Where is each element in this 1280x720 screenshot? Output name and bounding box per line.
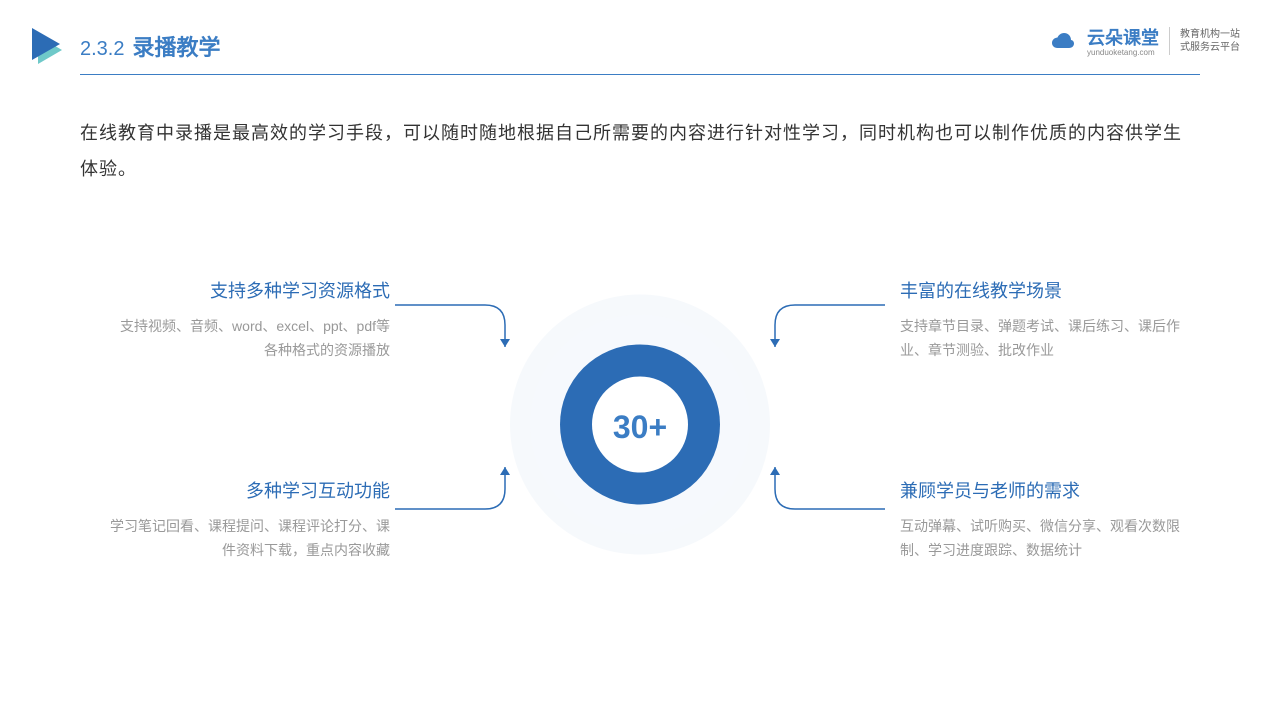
slide-header: 2.3.2 录播教学 云朵课堂 yunduoketang.com 教育机构一站 …	[0, 0, 1280, 75]
play-icon	[32, 28, 72, 77]
feature-desc: 支持章节目录、弹题考试、课后练习、课后作业、章节测验、批改作业	[900, 315, 1180, 363]
logo-domain: yunduoketang.com	[1087, 48, 1159, 57]
feature-desc: 支持视频、音频、word、excel、ppt、pdf等各种格式的资源播放	[110, 315, 390, 363]
tagline-line1: 教育机构一站	[1180, 28, 1240, 41]
feature-title: 丰富的在线教学场景	[900, 277, 1180, 303]
feature-desc: 学习笔记回看、课程提问、课程评论打分、课件资料下载，重点内容收藏	[110, 515, 390, 563]
feature-diagram: 30+ 支持多种学习资源格式 支持视频、音频、word、excel、ppt、pd…	[0, 217, 1280, 637]
tagline-line2: 式服务云平台	[1180, 41, 1240, 54]
section-title: 录播教学	[132, 30, 220, 62]
section-number: 2.3.2	[80, 38, 124, 61]
logo-divider	[1169, 27, 1170, 55]
cloud-icon	[1049, 30, 1077, 52]
feature-bottom-left: 多种学习互动功能 学习笔记回看、课程提问、课程评论打分、课件资料下载，重点内容收…	[110, 477, 390, 563]
feature-bottom-right: 兼顾学员与老师的需求 互动弹幕、试听购买、微信分享、观看次数限制、学习进度跟踪、…	[900, 477, 1180, 563]
logo-tagline: 教育机构一站 式服务云平台	[1180, 28, 1240, 54]
logo-brand-name: 云朵课堂	[1087, 24, 1159, 50]
feature-title: 兼顾学员与老师的需求	[900, 477, 1180, 503]
feature-title: 多种学习互动功能	[110, 477, 390, 503]
feature-desc: 互动弹幕、试听购买、微信分享、观看次数限制、学习进度跟踪、数据统计	[900, 515, 1180, 563]
feature-title: 支持多种学习资源格式	[110, 277, 390, 303]
center-badge: 30+	[500, 285, 780, 570]
title-row: 2.3.2 录播教学	[80, 30, 1200, 75]
feature-top-right: 丰富的在线教学场景 支持章节目录、弹题考试、课后练习、课后作业、章节测验、批改作…	[900, 277, 1180, 363]
logo-text-block: 云朵课堂 yunduoketang.com	[1087, 24, 1159, 57]
intro-paragraph: 在线教育中录播是最高效的学习手段，可以随时随地根据自己所需要的内容进行针对性学习…	[0, 75, 1280, 187]
center-value: 30+	[613, 409, 667, 446]
feature-top-left: 支持多种学习资源格式 支持视频、音频、word、excel、ppt、pdf等各种…	[110, 277, 390, 363]
brand-logo: 云朵课堂 yunduoketang.com 教育机构一站 式服务云平台	[1049, 24, 1240, 57]
